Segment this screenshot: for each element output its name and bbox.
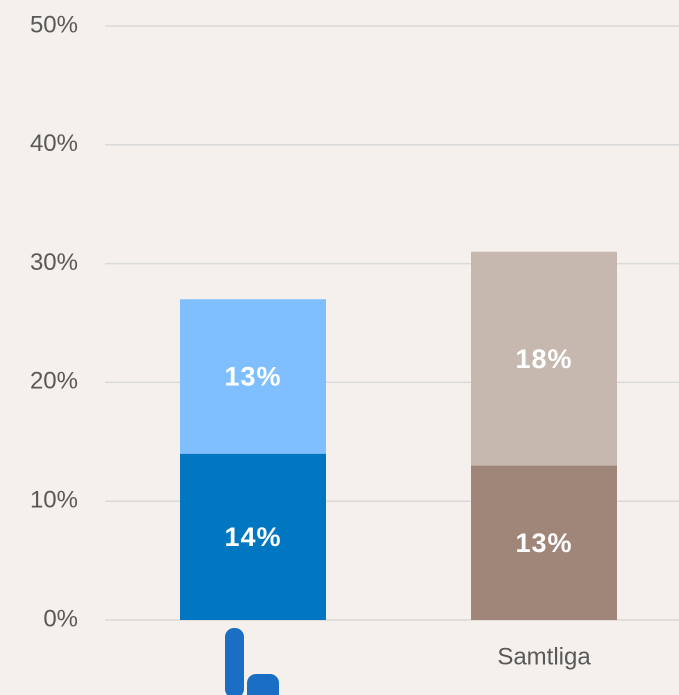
data-label: 13% (224, 362, 281, 392)
data-label: 14% (224, 522, 281, 552)
bar-segment (180, 453, 326, 620)
bar-segment (180, 299, 326, 454)
y-tick-label: 50% (30, 11, 78, 38)
logo-stem (225, 628, 244, 695)
bar-segment (471, 251, 617, 466)
bar-segment (471, 465, 617, 620)
logo (225, 628, 279, 695)
y-tick-label: 0% (43, 605, 78, 632)
data-label: 13% (515, 528, 572, 558)
y-tick-label: 20% (30, 368, 78, 395)
logo-foot (247, 674, 279, 695)
x-tick-label: Samtliga (497, 643, 591, 670)
y-tick-label: 30% (30, 249, 78, 276)
y-tick-label: 40% (30, 130, 78, 157)
y-tick-label: 10% (30, 487, 78, 514)
data-label: 18% (515, 344, 572, 374)
